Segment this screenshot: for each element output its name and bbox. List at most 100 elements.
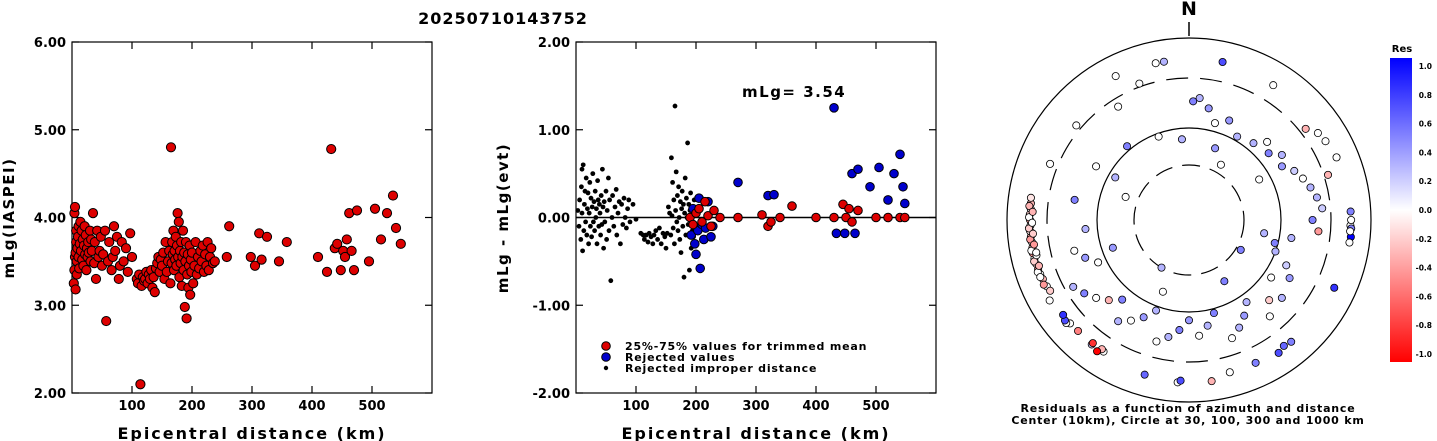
colorbar-tick-label: 0.4 [1419,148,1432,157]
station-point [1074,326,1083,335]
improper-distance-point [662,234,668,240]
trimmed-mean-point [706,221,716,232]
station-point [1265,296,1274,305]
station-point [1332,153,1341,162]
station-point [1046,286,1055,295]
improper-distance-point [611,223,617,229]
plot-frame [71,41,433,394]
y-tick-label: 2.00 [34,387,66,402]
station-points [1024,57,1356,387]
station-point [1203,321,1212,330]
magnitude-point [273,256,285,267]
magnitude-point [122,266,133,278]
y-tick-label: 1.00 [538,124,570,139]
station-point [1242,298,1251,307]
station-point [1267,273,1276,282]
improper-distance-point [600,166,605,172]
improper-distance-point [595,178,600,184]
station-point [1032,248,1041,257]
improper-distance-point [666,204,671,210]
station-point [1045,296,1054,305]
rejected-point [840,228,850,239]
x-tick-label: 200 [178,399,205,414]
station-point [1030,240,1039,249]
improper-distance-point [602,219,608,225]
colorbar-tick-label: 0.6 [1419,120,1432,129]
x-axis-label: Epicentral distance (km) [621,424,890,441]
improper-distance-point [651,232,657,238]
magnitude-point [173,216,184,227]
improper-distance-point [588,195,594,201]
improper-distance-point [671,197,677,203]
improper-distance-point [645,239,651,245]
magnitude-point [118,256,129,267]
magnitude-point [341,234,352,245]
magnitude-point [224,221,235,232]
colorbar-tick-label: 0.0 [1419,206,1432,215]
improper-distance-point [579,166,585,172]
x-axis: 100 200 300 400 500 [118,42,386,414]
colorbar-tick-label: -1.0 [1416,350,1432,359]
colorbar-tick-label: 0.2 [1419,177,1432,186]
x-tick-label: 200 [682,399,709,414]
station-point [1093,347,1102,356]
magnitude-point [395,238,406,249]
improper-distance-point [679,206,684,212]
improper-distance-point [672,103,678,109]
improper-distance-point [604,208,610,213]
legend-label: 25%-75% values for trimmed mean [625,340,867,353]
x-tick-label: 500 [862,399,889,414]
station-point [1164,332,1173,341]
improper-distance-point [614,232,620,238]
station-point [1233,132,1242,141]
y-tick-label: 0.00 [538,212,570,227]
rejected-point [874,162,884,173]
magnitude-point [209,256,220,267]
rejected-point [829,103,839,113]
station-point [1029,229,1038,238]
station-point [1069,282,1078,291]
trimmed-mean-point [694,203,704,214]
magnitude-point [70,284,81,295]
rejected-point [900,198,910,209]
station-point [1111,72,1120,81]
improper-distance-point [685,140,690,146]
colorbar-tick-label: -0.8 [1416,321,1432,330]
station-point [1157,263,1166,272]
magnitude-point [381,208,393,219]
magnitude-point [188,278,199,289]
magnitude-point [98,249,109,260]
x-tick-label: 100 [622,399,649,414]
improper-distance-point [681,201,686,207]
improper-distance-point [680,223,686,229]
improper-distance-point [621,195,627,201]
improper-distance-point [598,232,603,238]
improper-distance-point [622,215,628,220]
magnitude-point [339,251,351,263]
station-point [1177,135,1186,144]
station-point [1271,247,1280,256]
rejected-point [853,164,863,175]
improper-distance-point [626,197,632,203]
magnitude-point [149,286,160,298]
improper-distance-point [678,250,684,256]
improper-distance-point [688,190,693,196]
magnitude-point [113,273,124,285]
improper-distance-point [592,228,597,234]
station-point [1236,245,1245,254]
magnitude-point [135,379,146,390]
trimmed-mean-point [709,205,719,216]
station-point [1346,227,1355,236]
station-point [1152,306,1161,315]
rejected-point [686,230,697,240]
improper-distance-point [670,225,676,231]
improper-distance-point [604,237,609,242]
magnitude-point [101,315,112,327]
improper-distance-point [594,241,600,247]
improper-distance-point [676,215,682,220]
north-label: N [1181,0,1197,20]
improper-distance-point [603,188,609,194]
magnitude-point [346,245,357,256]
magnitude-point [179,301,190,313]
